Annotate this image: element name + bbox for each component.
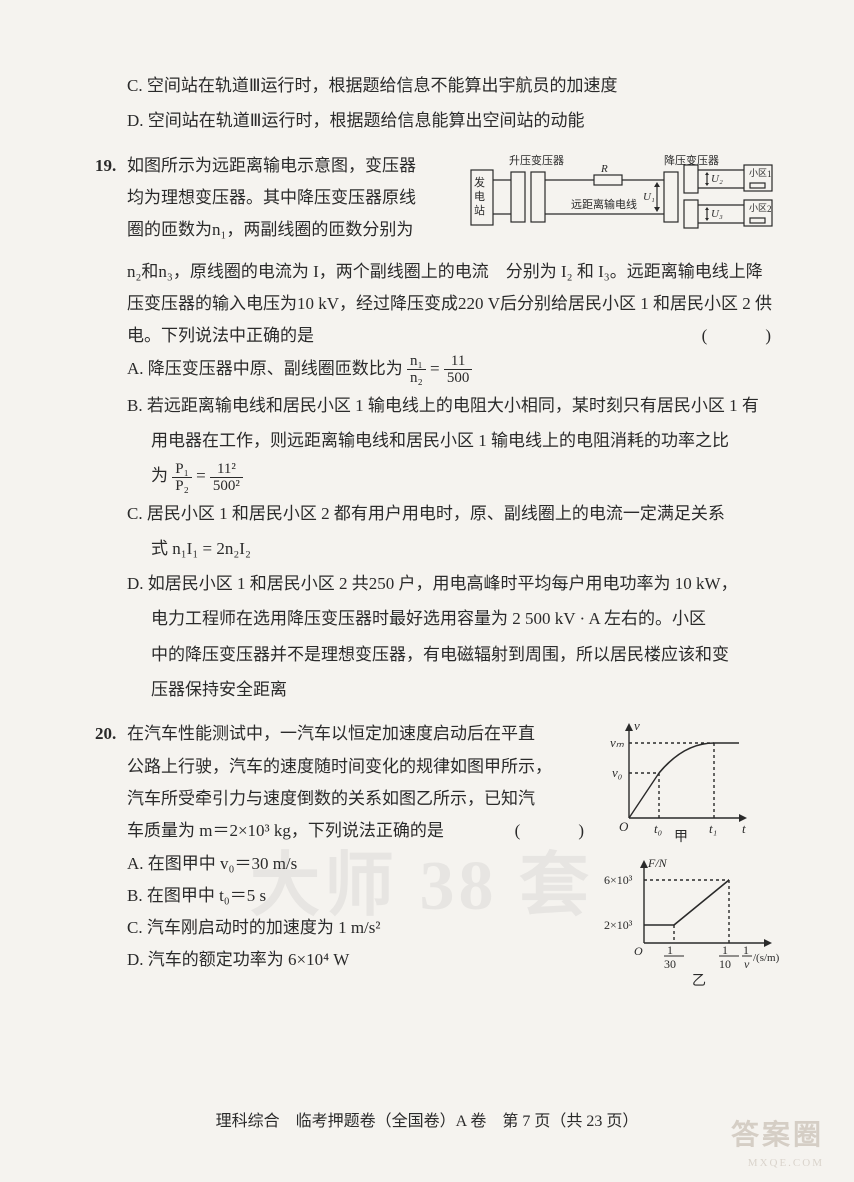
svg-text:甲: 甲 xyxy=(674,830,688,843)
q18-option-c: C. 空间站在轨道Ⅲ运行时，根据题给信息不能算出宇航员的加速度 xyxy=(95,70,779,102)
q20-chart-jia: v vₘ v₀ O t₀ t₁ t 甲 xyxy=(604,718,779,854)
svg-text:U₁: U₁ xyxy=(643,191,655,203)
corner-watermark-sub: MXQE.COM xyxy=(748,1153,824,1174)
q19-answer-paren: ( ) xyxy=(702,320,779,352)
q20-option-b: B. 在图甲中 t₀＝5 s xyxy=(127,880,592,912)
svg-text:t₁: t₁ xyxy=(709,821,717,836)
svg-text:2×10³: 2×10³ xyxy=(604,918,633,932)
page-footer: 理科综合 临考押题卷（全国卷）A 卷 第 7 页（共 23 页） xyxy=(0,1107,854,1137)
svg-text:O: O xyxy=(634,944,643,958)
q19-continuation: n₂和n₃，原线圈的电流为 I，两个副线圈上的电流 分别为 I₂ 和 I₃。远距… xyxy=(127,256,779,353)
q20-option-c: C. 汽车刚启动时的加速度为 1 m/s² xyxy=(127,912,592,944)
svg-text:站: 站 xyxy=(474,203,485,217)
svg-text:vₘ: vₘ xyxy=(610,735,625,750)
svg-text:1: 1 xyxy=(722,943,728,957)
svg-text:/(s/m): /(s/m) xyxy=(753,952,779,964)
q20-lead2: 公路上行驶，汽车的速度随时间变化的规律如图甲所示， xyxy=(127,751,592,783)
svg-text:1: 1 xyxy=(767,169,772,179)
q19-number: 19. xyxy=(95,150,127,353)
svg-text:远距离输电线: 远距离输电线 xyxy=(571,197,637,211)
q19: 19. 如图所示为远距离输电示意图，变压器 均为理想变压器。其中降压变压器原线 … xyxy=(95,150,779,353)
svg-text:v₀: v₀ xyxy=(612,765,622,780)
q20-option-d: D. 汽车的额定功率为 6×10⁴ W xyxy=(127,944,592,976)
q19-option-a: A. 降压变压器中原、副线圈匝数比为 n₁n₂ = 11500 xyxy=(95,353,779,387)
svg-text:v: v xyxy=(634,718,640,733)
q19-lead2: 均为理想变压器。其中降压变压器原线 xyxy=(127,182,457,214)
q19-lead1: 如图所示为远距离输电示意图，变压器 xyxy=(127,150,457,182)
svg-text:电: 电 xyxy=(474,190,485,203)
q20-lead3: 汽车所受牵引力与速度倒数的关系如图乙所示，已知汽 xyxy=(127,783,592,815)
svg-text:降压变压器: 降压变压器 xyxy=(664,153,719,167)
q19-diagram: 发电站 升压变压器 降压变压器 R 远距离输电线 U₁ U₂ U₃ 小区1 小区… xyxy=(469,150,779,256)
svg-text:2: 2 xyxy=(767,204,772,214)
svg-text:F/N: F/N xyxy=(647,856,668,870)
svg-text:1: 1 xyxy=(743,943,749,957)
q19-option-b-1: B. 若远距离输电线和居民小区 1 输电线上的电阻大小相同，某时刻只有居民小区 … xyxy=(95,390,779,422)
q20-option-a: A. 在图甲中 v₀＝30 m/s xyxy=(127,848,592,880)
svg-text:R: R xyxy=(600,163,608,175)
svg-text:t₀: t₀ xyxy=(654,821,662,836)
q19-option-b-3: 为 P₁P₂ = 11²500² xyxy=(95,460,779,494)
q20: 20. 在汽车性能测试中，一汽车以恒定加速度启动后在平直 公路上行驶，汽车的速度… xyxy=(95,718,779,1001)
svg-text:U₂: U₂ xyxy=(711,173,723,185)
q19-option-d-3: 中的降压变压器并不是理想变压器，有电磁辐射到周围，所以居民楼应该和变 xyxy=(95,639,779,671)
q20-lead4: 车质量为 m＝2×10³ kg，下列说法正确的是 ( ) xyxy=(127,815,592,847)
q19-option-b-2: 用电器在工作，则远距离输电线和居民小区 1 输电线上的电阻消耗的功率之比 xyxy=(95,425,779,457)
q19-option-d-1: D. 如居民小区 1 和居民小区 2 共250 户，用电高峰时平均每户用电功率为… xyxy=(95,568,779,600)
svg-text:O: O xyxy=(619,819,629,834)
svg-text:30: 30 xyxy=(664,957,676,971)
svg-text:U₃: U₃ xyxy=(711,208,723,220)
q19-option-c-2: 式 n₁I₁ = 2n₂I₂ xyxy=(95,533,779,565)
q19-option-d-2: 电力工程师在选用降压变压器时最好选用容量为 2 500 kV · A 左右的。小… xyxy=(95,603,779,635)
svg-text:发: 发 xyxy=(474,175,485,189)
q19-lead3: 圈的匝数为n₁，两副线圈的匝数分别为 xyxy=(127,214,457,246)
q20-lead1: 在汽车性能测试中，一汽车以恒定加速度启动后在平直 xyxy=(127,718,592,750)
svg-text:乙: 乙 xyxy=(692,973,706,989)
svg-text:6×10³: 6×10³ xyxy=(604,873,633,887)
q20-chart-yi: F/N 6×10³ 2×10³ O 1 30 1 10 1 xyxy=(604,855,779,1001)
svg-text:小区: 小区 xyxy=(749,168,767,178)
svg-text:v: v xyxy=(744,957,750,971)
svg-text:10: 10 xyxy=(719,957,731,971)
q19-option-d-4: 压器保持安全距离 xyxy=(95,674,779,706)
svg-text:小区: 小区 xyxy=(749,203,767,213)
q20-answer-paren: ( ) xyxy=(515,815,592,847)
q20-number: 20. xyxy=(95,718,127,1001)
q19-option-c-1: C. 居民小区 1 和居民小区 2 都有用户用电时，原、副线圈上的电流一定满足关… xyxy=(95,498,779,530)
svg-text:t: t xyxy=(742,821,746,836)
svg-text:1: 1 xyxy=(667,943,673,957)
q18-option-d: D. 空间站在轨道Ⅲ运行时，根据题给信息能算出空间站的动能 xyxy=(95,105,779,137)
svg-text:升压变压器: 升压变压器 xyxy=(509,153,564,167)
